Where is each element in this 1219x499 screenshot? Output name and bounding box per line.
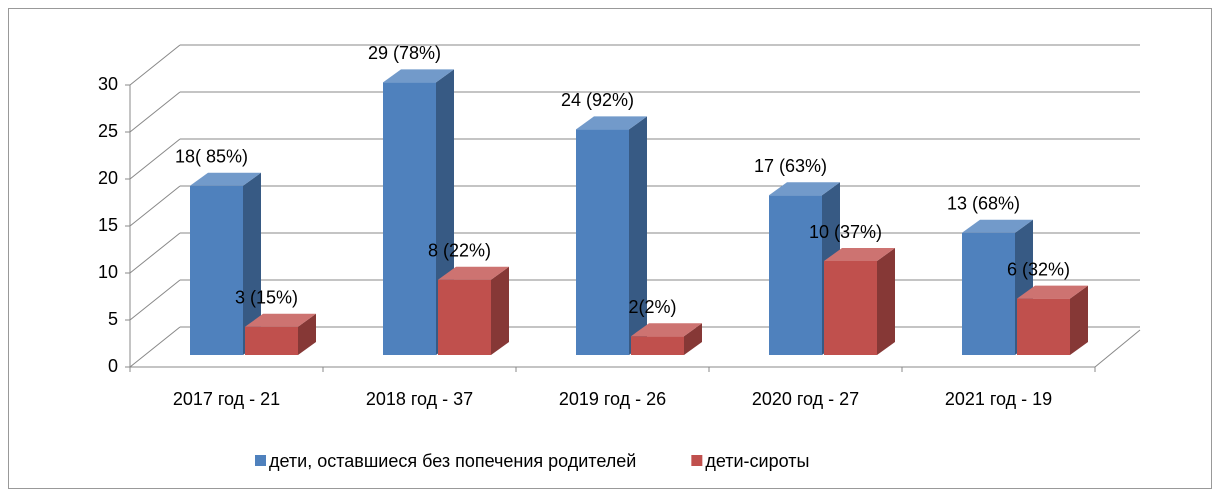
data-label: 8 (22%) — [428, 241, 491, 261]
x-tick-label: 2020 год - 27 — [752, 389, 859, 409]
bar-side — [684, 323, 702, 355]
x-tick-label: 2021 год - 19 — [945, 389, 1052, 409]
data-label: 17 (63%) — [754, 156, 827, 176]
data-label: 6 (32%) — [1007, 259, 1070, 279]
y-tick-label: 5 — [108, 309, 118, 329]
bar-top — [438, 266, 509, 280]
data-label: 13 (68%) — [947, 194, 1020, 214]
grid-line — [129, 91, 181, 133]
legend-label: дети, оставшиеся без попечения родителей — [269, 451, 636, 471]
bar-side — [877, 248, 895, 355]
y-tick-label: 15 — [98, 215, 118, 235]
x-tick-label: 2018 год - 37 — [366, 389, 473, 409]
grid-line — [129, 326, 181, 368]
bar-side — [1070, 285, 1088, 355]
bar-front — [962, 232, 1015, 355]
grid-line — [129, 44, 181, 86]
data-label: 3 (15%) — [235, 288, 298, 308]
data-label: 10 (37%) — [809, 222, 882, 242]
bar-top — [383, 69, 454, 83]
bar-side — [243, 172, 261, 355]
y-tick-label: 0 — [108, 356, 118, 376]
y-tick-label: 20 — [98, 168, 118, 188]
bar-front — [245, 326, 298, 355]
bar-top — [1017, 285, 1088, 299]
bar-side — [491, 266, 509, 355]
grid-line — [129, 138, 181, 180]
bar — [190, 172, 261, 355]
bar — [576, 116, 647, 356]
bar-front — [383, 82, 436, 356]
bar — [824, 248, 895, 355]
bar-side — [298, 313, 316, 355]
bar-side — [629, 116, 647, 356]
bar-top — [576, 116, 647, 130]
legend-swatch — [691, 455, 703, 466]
bar-top — [631, 323, 702, 337]
bar-front — [824, 261, 877, 355]
legend-swatch — [255, 455, 266, 466]
legend-label: дети-сироты — [705, 451, 809, 471]
data-label: 18( 85%) — [175, 147, 248, 167]
bar-top — [245, 313, 316, 327]
bar — [631, 323, 702, 355]
bar-front — [576, 129, 629, 355]
y-tick-label: 10 — [98, 262, 118, 282]
bar — [438, 266, 509, 355]
grid-line — [129, 279, 181, 321]
x-tick-label: 2019 год - 26 — [559, 389, 666, 409]
bar-front — [438, 279, 491, 355]
grid-line — [129, 232, 181, 274]
x-tick-label: 2017 год - 21 — [173, 389, 280, 409]
floor-edge — [1094, 329, 1141, 368]
data-label: 29 (78%) — [368, 43, 441, 63]
data-label: 2(2%) — [628, 297, 676, 317]
bar-front — [769, 195, 822, 355]
bar-front — [1017, 298, 1070, 355]
grid-line — [129, 185, 181, 227]
bar-top — [962, 219, 1033, 233]
bar-top — [190, 172, 261, 186]
y-tick-label: 25 — [98, 121, 118, 141]
bar-top — [769, 182, 840, 196]
bar — [245, 313, 316, 355]
bar — [1017, 285, 1088, 355]
y-tick-label: 30 — [98, 74, 118, 94]
bar-front — [190, 185, 243, 355]
bar-front — [631, 336, 684, 355]
data-label: 24 (92%) — [561, 90, 634, 110]
bar-top — [824, 248, 895, 261]
